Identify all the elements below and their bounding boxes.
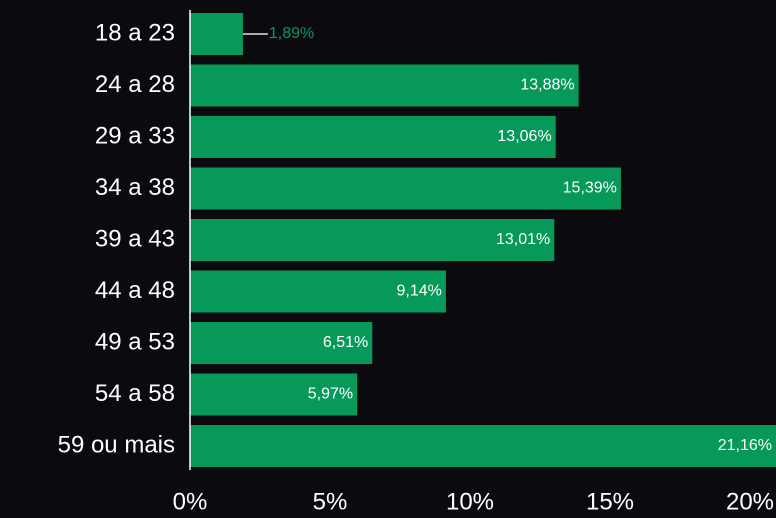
y-tick-label: 59 ou mais <box>58 431 175 458</box>
x-tick-label: 10% <box>446 488 494 515</box>
bar <box>190 219 555 261</box>
value-label: 9,14% <box>397 283 442 300</box>
value-label: 21,16% <box>718 437 772 454</box>
x-tick-label: 20% <box>726 488 774 515</box>
bar <box>190 116 556 158</box>
x-tick-label: 5% <box>313 488 348 515</box>
bar <box>190 13 243 55</box>
value-label: 15,39% <box>563 180 617 197</box>
value-label: 13,88% <box>520 77 574 94</box>
y-tick-label: 34 a 38 <box>95 174 175 201</box>
y-tick-label: 18 a 23 <box>95 19 175 46</box>
value-label: 1,89% <box>269 25 314 42</box>
y-tick-label: 29 a 33 <box>95 122 175 149</box>
value-label: 6,51% <box>323 334 368 351</box>
y-tick-label: 24 a 28 <box>95 71 175 98</box>
value-label: 13,06% <box>497 128 551 145</box>
value-label: 5,97% <box>308 386 353 403</box>
y-tick-label: 54 a 58 <box>95 380 175 407</box>
y-tick-label: 44 a 48 <box>95 277 175 304</box>
x-tick-label: 15% <box>586 488 634 515</box>
bar <box>190 322 373 364</box>
bar <box>190 167 621 210</box>
y-tick-label: 39 a 43 <box>95 225 175 252</box>
bar <box>190 270 446 313</box>
bar <box>190 64 579 107</box>
y-tick-label: 49 a 53 <box>95 328 175 355</box>
bar <box>190 373 358 416</box>
x-tick-label: 0% <box>173 488 208 515</box>
value-label: 13,01% <box>496 231 550 248</box>
bar <box>190 425 776 467</box>
